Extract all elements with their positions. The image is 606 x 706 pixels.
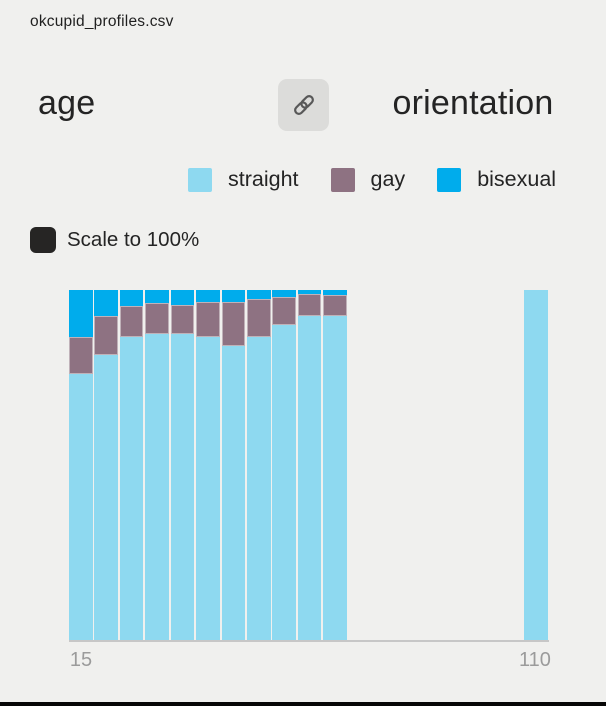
- segment-gay[interactable]: [94, 316, 118, 355]
- scale-to-100-checkbox[interactable]: [30, 227, 56, 253]
- segment-bisexual[interactable]: [69, 290, 93, 338]
- bar-age-50-55[interactable]: [247, 290, 271, 640]
- x-tick-15: 15: [69, 649, 93, 671]
- legend: straight gay bisexual: [188, 167, 556, 192]
- segment-bisexual[interactable]: [297, 290, 322, 294]
- bar-age-55-60[interactable]: [272, 290, 296, 640]
- bar-age-45-50[interactable]: [221, 290, 246, 640]
- file-name: okcupid_profiles.csv: [30, 13, 174, 30]
- legend-label: straight: [228, 167, 299, 191]
- segment-straight[interactable]: [272, 325, 296, 640]
- segment-gay[interactable]: [69, 337, 93, 374]
- segment-bisexual[interactable]: [94, 290, 118, 317]
- link-icon: [290, 91, 318, 119]
- segment-gay[interactable]: [119, 305, 144, 338]
- segment-bisexual[interactable]: [221, 290, 246, 303]
- segment-straight[interactable]: [196, 337, 220, 640]
- segment-bisexual[interactable]: [170, 290, 195, 305]
- legend-item-straight[interactable]: straight: [188, 167, 299, 192]
- segment-gay[interactable]: [247, 298, 271, 338]
- bar-age-20-25[interactable]: [94, 290, 118, 640]
- segment-bisexual[interactable]: [196, 290, 220, 303]
- legend-swatch-straight: [188, 167, 212, 192]
- x-tick-110: 110: [519, 649, 551, 671]
- bar-age-60-65[interactable]: [297, 290, 322, 640]
- segment-straight[interactable]: [297, 316, 322, 640]
- segment-gay[interactable]: [323, 295, 347, 317]
- bar-age-35-40[interactable]: [170, 290, 195, 640]
- x-field-name[interactable]: age: [38, 84, 96, 122]
- bar-age-110[interactable]: [524, 290, 548, 640]
- segment-bisexual[interactable]: [272, 290, 296, 297]
- bar-age-25-30[interactable]: [119, 290, 144, 640]
- segment-straight[interactable]: [221, 346, 246, 640]
- legend-item-gay[interactable]: gay: [330, 167, 406, 192]
- segment-straight[interactable]: [94, 354, 118, 640]
- legend-item-bisexual[interactable]: bisexual: [437, 167, 556, 192]
- segment-straight[interactable]: [247, 337, 271, 640]
- segment-bisexual[interactable]: [145, 290, 169, 303]
- segment-straight[interactable]: [524, 290, 548, 640]
- segment-gay[interactable]: [170, 304, 195, 334]
- segment-straight[interactable]: [145, 333, 169, 640]
- bar-age-15-20[interactable]: [69, 290, 93, 640]
- segment-straight[interactable]: [119, 337, 144, 640]
- segment-gay[interactable]: [221, 302, 246, 346]
- scale-to-100-label: Scale to 100%: [67, 228, 200, 251]
- scale-to-100-control: Scale to 100%: [30, 227, 199, 253]
- legend-label: gay: [370, 167, 406, 191]
- segment-gay[interactable]: [297, 293, 322, 317]
- segment-gay[interactable]: [196, 302, 220, 338]
- legend-swatch-gay: [330, 167, 355, 192]
- legend-label: bisexual: [477, 167, 557, 191]
- bar-age-65-70[interactable]: [323, 290, 347, 640]
- segment-straight[interactable]: [323, 316, 347, 640]
- bar-age-40-45[interactable]: [196, 290, 220, 640]
- bottom-window-edge: [0, 702, 606, 706]
- y-field-name[interactable]: orientation: [392, 84, 554, 122]
- segment-straight[interactable]: [170, 333, 195, 640]
- link-columns-button[interactable]: [278, 79, 329, 131]
- segment-gay[interactable]: [145, 302, 169, 334]
- segment-gay[interactable]: [272, 297, 296, 325]
- segment-bisexual[interactable]: [323, 290, 347, 296]
- bar-age-30-35[interactable]: [145, 290, 169, 640]
- segment-bisexual[interactable]: [119, 290, 144, 306]
- x-axis-line: [69, 640, 549, 642]
- segment-bisexual[interactable]: [247, 290, 271, 299]
- segment-straight[interactable]: [69, 374, 93, 640]
- legend-swatch-bisexual: [437, 167, 462, 192]
